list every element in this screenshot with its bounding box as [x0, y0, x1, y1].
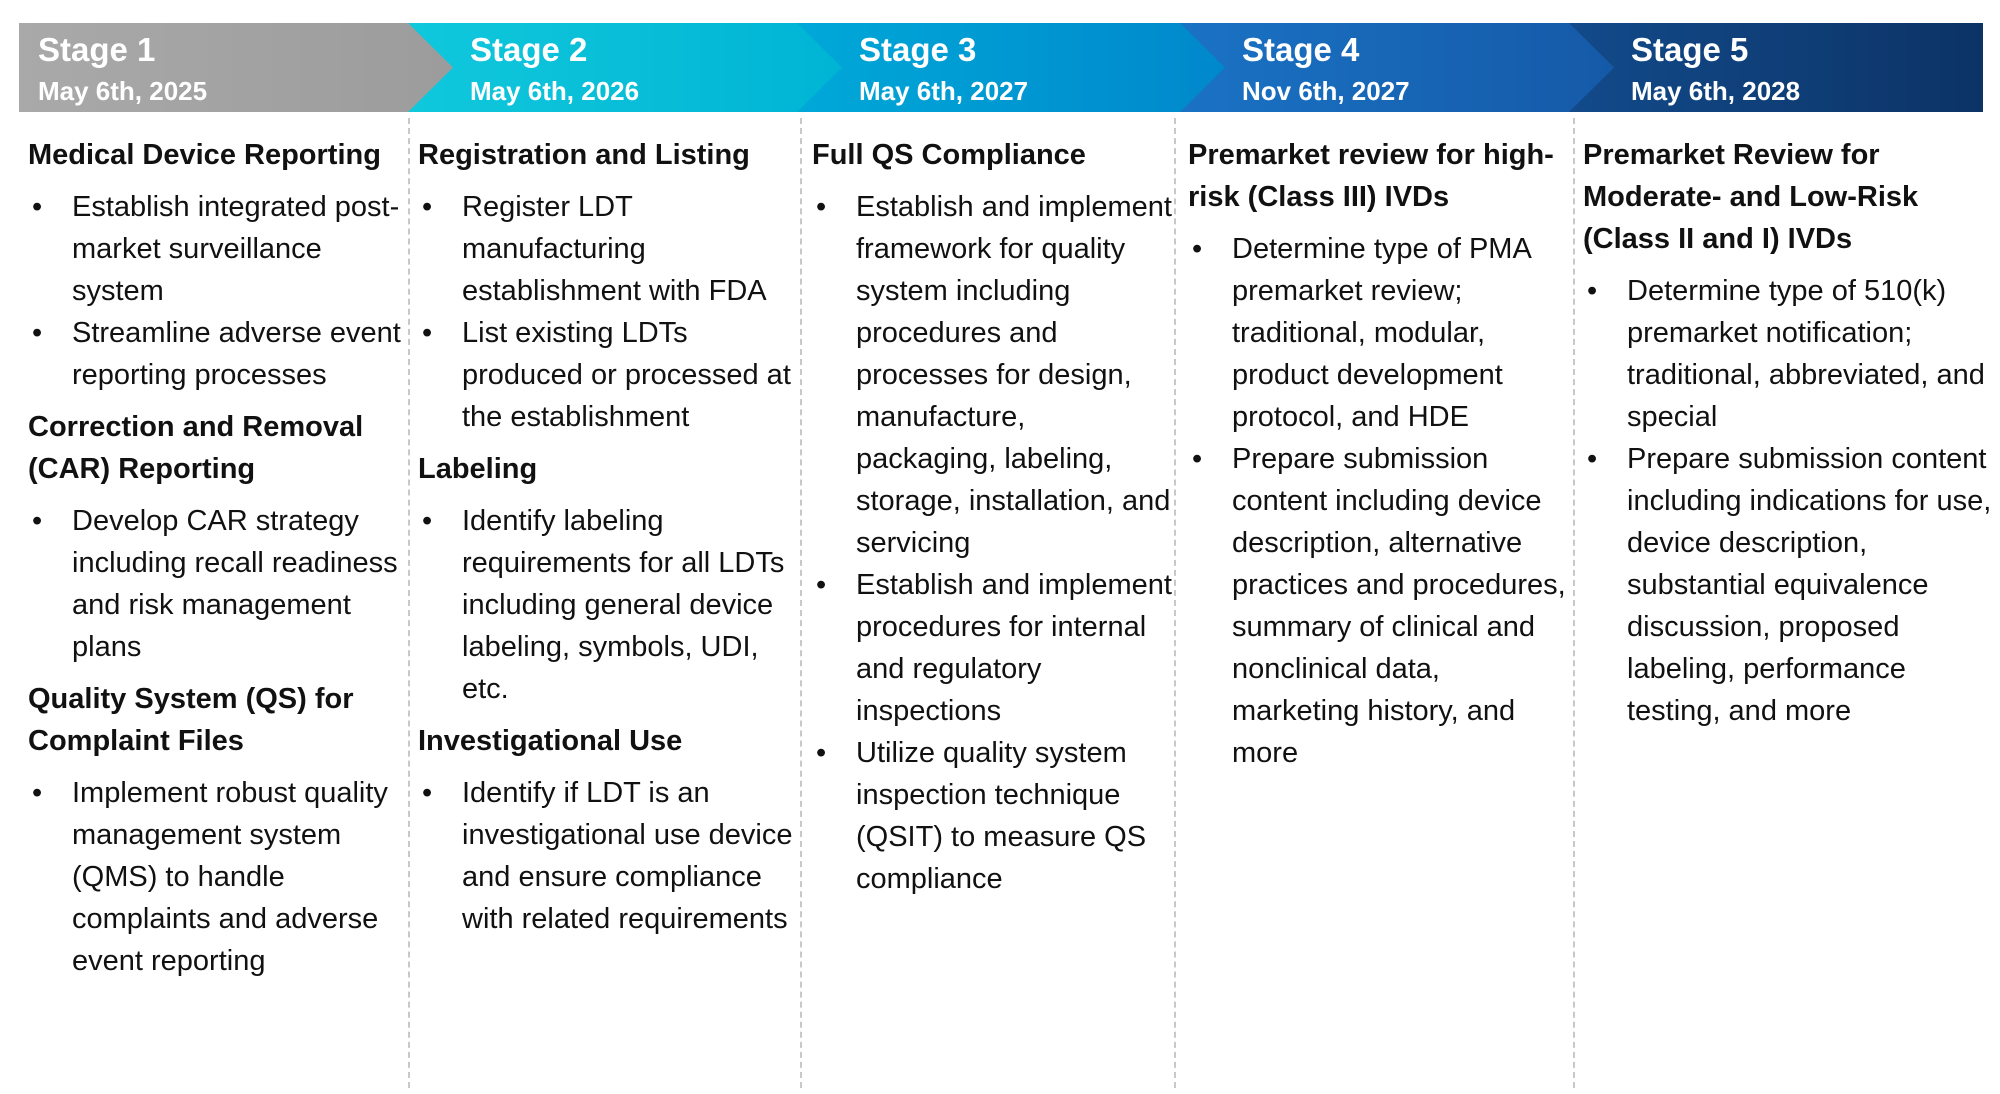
bullet-list: Identify if LDT is an investigational us…: [418, 772, 793, 940]
stage-chevron: [1180, 23, 1614, 112]
bullet-item: Identify labeling requirements for all L…: [418, 500, 793, 710]
bullet-item: Register LDT manufacturing establishment…: [418, 186, 793, 312]
bullet-item: Develop CAR strategy including recall re…: [28, 500, 408, 668]
stage-title: Stage 3: [859, 31, 976, 68]
stage-chevron: [797, 23, 1225, 112]
bullet-list: Determine type of 510(k) premarket notif…: [1583, 270, 1993, 732]
section-heading: Labeling: [418, 453, 538, 485]
bullet-list: Develop CAR strategy including recall re…: [28, 500, 408, 668]
stage-column: Medical Device Reporting Establish integr…: [28, 134, 408, 992]
bullet-list: Determine type of PMA premarket review; …: [1188, 228, 1568, 774]
stage-date: May 6th, 2027: [859, 76, 1028, 106]
bullet-list: Establish and implement framework for qu…: [812, 186, 1172, 900]
bullet-item: Utilize quality system inspection techni…: [812, 732, 1172, 900]
bullet-list: Identify labeling requirements for all L…: [418, 500, 793, 710]
stage-date: May 6th, 2028: [1631, 76, 1800, 106]
bullet-item: Establish and implement procedures for i…: [812, 564, 1172, 732]
stage-title: Stage 5: [1631, 31, 1748, 68]
stage-title: Stage 1: [38, 31, 155, 68]
bullet-item: List existing LDTs produced or processed…: [418, 312, 793, 438]
section-heading: Quality System (QS) for Complaint Files: [28, 683, 354, 757]
divider: [1174, 118, 1176, 1088]
stage-title: Stage 4: [1242, 31, 1360, 68]
section-heading: Premarket review for high-risk (Class II…: [1188, 139, 1554, 213]
stage-chevron: [1569, 23, 1983, 112]
bullet-list: Register LDT manufacturing establishment…: [418, 186, 793, 438]
section-heading: Medical Device Reporting: [28, 139, 381, 171]
bullet-item: Prepare submission content including ind…: [1583, 438, 1993, 732]
stage-date: May 6th, 2026: [470, 76, 639, 106]
stage-date: May 6th, 2025: [38, 76, 207, 106]
bullet-item: Establish integrated post-market surveil…: [28, 186, 408, 312]
section-heading: Full QS Compliance: [812, 139, 1086, 171]
divider: [1573, 118, 1575, 1088]
divider: [408, 118, 410, 1088]
section-heading: Correction and Removal (CAR) Reporting: [28, 411, 364, 485]
bullet-item: Prepare submission content including dev…: [1188, 438, 1568, 774]
stage-chevron: [408, 23, 842, 112]
bullet-item: Identify if LDT is an investigational us…: [418, 772, 793, 940]
divider: [800, 118, 802, 1088]
section-heading: Registration and Listing: [418, 139, 750, 171]
section-heading: Investigational Use: [418, 725, 683, 757]
stage-column: Premarket review for high-risk (Class II…: [1188, 134, 1568, 784]
bullet-item: Streamline adverse event reporting proce…: [28, 312, 408, 396]
bullet-list: Establish integrated post-market surveil…: [28, 186, 408, 396]
bullet-item: Determine type of PMA premarket review; …: [1188, 228, 1568, 438]
bullet-list: Implement robust quality management syst…: [28, 772, 408, 982]
stage-column: Premarket Review for Moderate- and Low-R…: [1583, 134, 1993, 742]
bullet-item: Implement robust quality management syst…: [28, 772, 408, 982]
section-heading: Premarket Review for Moderate- and Low-R…: [1583, 139, 1919, 255]
bullet-item: Determine type of 510(k) premarket notif…: [1583, 270, 1993, 438]
stage-chevron: [19, 23, 453, 112]
stage-title: Stage 2: [470, 31, 587, 68]
stage-column: Registration and Listing Register LDT man…: [418, 134, 793, 950]
stage-column: Full QS Compliance Establish and implemen…: [812, 134, 1172, 910]
stage-header: Stage 1 May 6th, 2025 Stage 2 May 6th, 2026…: [19, 23, 1983, 112]
stage-date: Nov 6th, 2027: [1242, 76, 1410, 106]
bullet-item: Establish and implement framework for qu…: [812, 186, 1172, 564]
